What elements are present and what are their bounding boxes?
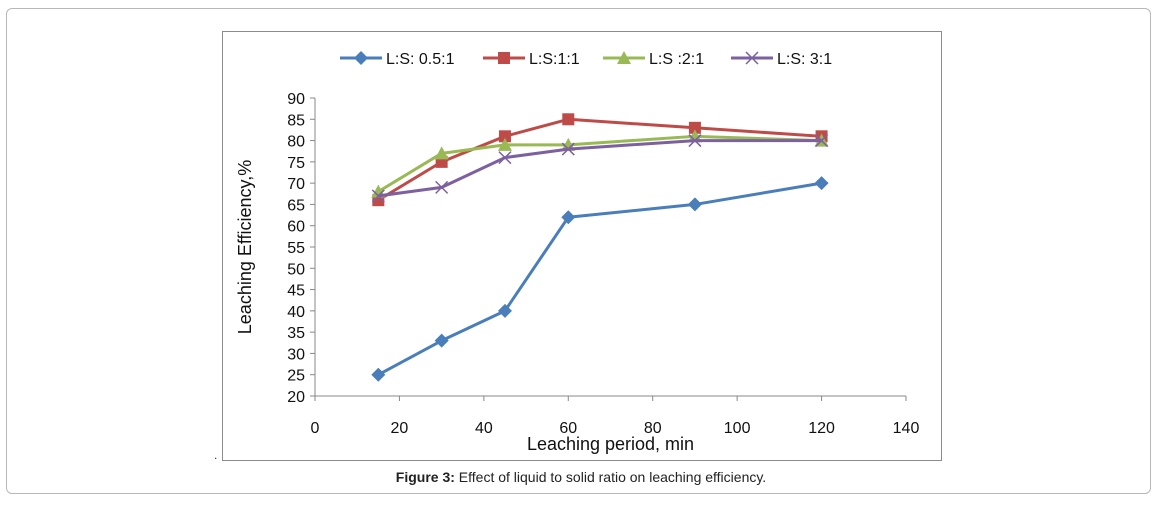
- caption-text: Effect of liquid to solid ratio on leach…: [454, 469, 767, 485]
- series-line: [377, 117, 822, 202]
- series-4: [371, 134, 829, 203]
- legend-item: L:S :2:1: [603, 51, 704, 68]
- figure-caption: Figure 3: Effect of liquid to solid rati…: [0, 469, 1162, 485]
- chart-area: [222, 31, 942, 461]
- stray-mark: .: [214, 448, 218, 462]
- series-layer: [371, 113, 829, 382]
- caption-label: Figure 3:: [395, 469, 455, 485]
- y-tick-label: 40: [287, 304, 305, 321]
- data-point: [561, 142, 575, 156]
- data-point: [814, 176, 829, 191]
- legend-item: L:S:1:1: [483, 51, 580, 68]
- data-point: [434, 333, 449, 348]
- data-point: [687, 129, 702, 143]
- y-tick-label: 70: [287, 176, 305, 193]
- data-point: [688, 134, 702, 148]
- data-point: [434, 146, 449, 160]
- y-tick-label: 20: [287, 389, 305, 406]
- x-tick-label: 100: [724, 420, 751, 437]
- data-point: [815, 134, 829, 148]
- legend-marker: [498, 52, 510, 64]
- legend-item: L:S: 3:1: [731, 51, 832, 68]
- legend-label: L:S: 0.5:1: [386, 51, 455, 68]
- x-tick-label: 60: [559, 420, 577, 437]
- series-1: [371, 176, 829, 382]
- y-tick-label: 90: [287, 91, 305, 108]
- axes: 20 25 30 35 40 45 50 55 60 65 70 75 80 85 90 0 20 40 60 80 1…: [287, 91, 919, 437]
- x-tick-label: 140: [893, 420, 920, 437]
- legend-label: L:S: 3:1: [777, 51, 832, 68]
- data-point: [371, 367, 386, 382]
- y-tick-label: 80: [287, 134, 305, 151]
- data-point: [688, 121, 701, 134]
- x-tick-label: 80: [644, 420, 662, 437]
- y-tick-label: 65: [287, 197, 305, 214]
- x-tick-label: 0: [311, 420, 320, 437]
- x-tick-label: 20: [391, 420, 409, 437]
- y-tick-label: 25: [287, 368, 305, 385]
- legend: L:S: 0.5:1 L:S:1:1 L:S :2:1 L:S: 3:1: [340, 51, 832, 68]
- x-tick-label: 120: [808, 420, 835, 437]
- data-point: [561, 210, 576, 225]
- series-line: [377, 181, 822, 377]
- data-point: [687, 197, 702, 212]
- data-point: [371, 189, 385, 203]
- series-line: [378, 139, 822, 198]
- y-tick-label: 55: [287, 240, 305, 257]
- series-line: [377, 134, 822, 193]
- legend-label: L:S :2:1: [649, 51, 704, 68]
- legend-marker: [354, 51, 368, 65]
- y-tick-label: 50: [287, 261, 305, 278]
- data-point: [435, 180, 449, 194]
- data-point: [498, 130, 511, 143]
- y-tick-label: 85: [287, 112, 305, 129]
- legend-marker: [745, 51, 759, 65]
- data-point: [498, 151, 512, 165]
- y-tick-label: 60: [287, 219, 305, 236]
- data-point: [497, 303, 512, 318]
- y-tick-label: 45: [287, 283, 305, 300]
- x-tick-label: 40: [475, 420, 493, 437]
- x-axis-title: Leaching period, min: [527, 434, 694, 454]
- y-tick-label: 35: [287, 325, 305, 342]
- data-point: [497, 137, 512, 151]
- y-tick-label: 30: [287, 346, 305, 363]
- y-axis-title: Leaching Efficiency,%: [235, 160, 255, 334]
- legend-label: L:S:1:1: [529, 51, 580, 68]
- legend-item: L:S: 0.5:1: [340, 51, 455, 68]
- legend-marker: [617, 51, 631, 64]
- y-tick-label: 75: [287, 155, 305, 172]
- data-point: [562, 113, 575, 126]
